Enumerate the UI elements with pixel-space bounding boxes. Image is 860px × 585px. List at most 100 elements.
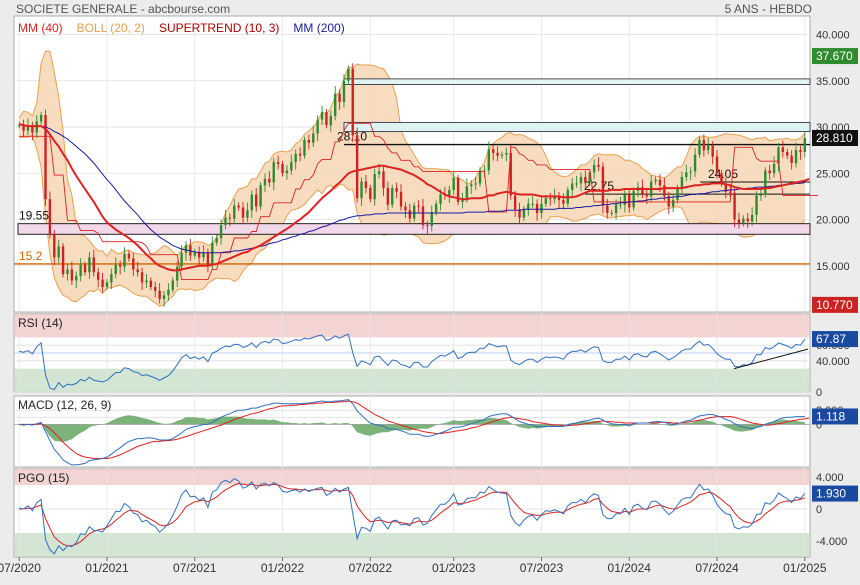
candle xyxy=(715,156,719,174)
rsi-y-tick-0: 0 xyxy=(816,387,822,399)
pgo-title: PGO (15) xyxy=(18,471,69,485)
candle xyxy=(197,251,201,258)
candle xyxy=(505,152,508,155)
candle xyxy=(527,203,530,210)
candle xyxy=(417,205,420,207)
level-label-4: 24.05 xyxy=(708,167,738,181)
candle xyxy=(584,176,587,183)
candle xyxy=(654,179,657,182)
candle xyxy=(171,280,175,290)
x-tick-9: 01/2025 xyxy=(783,561,827,575)
resistance-zone-top xyxy=(343,78,811,85)
candle xyxy=(711,145,714,157)
pgo-value-label: 1.930 xyxy=(816,487,846,501)
candle xyxy=(544,198,548,204)
candle xyxy=(579,176,583,184)
candle xyxy=(737,219,741,224)
candle xyxy=(219,225,223,238)
rsi-y-tick-1: 40.000 xyxy=(816,356,850,368)
candle xyxy=(105,282,109,288)
candle xyxy=(764,170,767,195)
macd-y-tick-0: 0 xyxy=(816,419,822,431)
candle xyxy=(254,194,258,207)
candle xyxy=(685,172,688,177)
y-tick-1: 20.000 xyxy=(816,215,850,227)
candle xyxy=(44,114,47,200)
candle xyxy=(597,164,600,167)
candle xyxy=(456,177,460,202)
candle xyxy=(755,195,758,215)
x-tick-7: 01/2024 xyxy=(608,561,652,575)
candle xyxy=(478,170,482,184)
candle xyxy=(136,269,139,273)
candle xyxy=(202,252,205,258)
resistance-zone-mid xyxy=(343,121,811,133)
candle xyxy=(803,138,807,152)
candle xyxy=(338,93,341,103)
legend-item-1: BOLL (20, 2) xyxy=(77,21,145,35)
candle xyxy=(592,164,596,173)
zone-3-1 xyxy=(14,533,810,557)
candle xyxy=(347,68,350,81)
candle xyxy=(307,139,311,143)
candle xyxy=(676,188,679,201)
candle xyxy=(680,176,684,189)
candle xyxy=(224,217,227,226)
rsi-value-label: 67.87 xyxy=(816,332,846,346)
x-tick-6: 07/2023 xyxy=(520,561,564,575)
macd-value-tag xyxy=(812,408,858,425)
candle xyxy=(70,269,74,281)
pgo-value-tag xyxy=(812,485,858,502)
candle xyxy=(658,179,662,186)
candle xyxy=(215,238,218,243)
candle xyxy=(575,183,578,185)
candle xyxy=(211,242,214,265)
candle xyxy=(434,203,438,213)
candle xyxy=(474,183,477,185)
candle xyxy=(101,279,104,288)
candle xyxy=(149,280,153,288)
candle xyxy=(698,139,701,155)
candle xyxy=(175,266,179,281)
candle xyxy=(557,196,561,201)
candle xyxy=(663,185,666,197)
candle xyxy=(285,170,289,174)
candle xyxy=(162,295,166,300)
candle xyxy=(355,135,359,199)
candle xyxy=(39,114,43,122)
candle xyxy=(193,251,196,256)
y-tick-2: 25.000 xyxy=(816,168,850,180)
candle xyxy=(22,125,25,131)
candle xyxy=(298,153,302,156)
macd-signal-line xyxy=(19,400,810,459)
candle xyxy=(53,234,56,258)
candle xyxy=(268,178,271,183)
rsi-line xyxy=(19,333,806,391)
candle xyxy=(606,205,609,214)
x-tick-4: 07/2022 xyxy=(349,561,393,575)
level-label-1: 15.2 xyxy=(19,249,43,263)
candle xyxy=(470,184,473,187)
candle xyxy=(395,188,398,192)
candle xyxy=(140,272,144,283)
candle xyxy=(439,194,442,204)
candle xyxy=(290,162,293,171)
x-tick-2: 07/2021 xyxy=(173,561,217,575)
price-tag-label-2: 10.770 xyxy=(816,298,853,312)
candle xyxy=(535,203,539,214)
candle xyxy=(276,162,280,164)
rsi-trendline xyxy=(733,348,809,370)
candle xyxy=(777,147,780,164)
candle xyxy=(316,119,319,134)
candle xyxy=(645,193,649,197)
candle xyxy=(588,172,591,183)
y-tick-5: 40.000 xyxy=(816,30,850,42)
candle xyxy=(772,164,776,174)
candle xyxy=(496,152,499,156)
candle xyxy=(110,274,113,283)
candle xyxy=(320,112,324,120)
candle xyxy=(746,218,749,222)
candle xyxy=(118,264,122,267)
legend-item-3: MM (200) xyxy=(293,21,344,35)
candle xyxy=(351,68,354,136)
